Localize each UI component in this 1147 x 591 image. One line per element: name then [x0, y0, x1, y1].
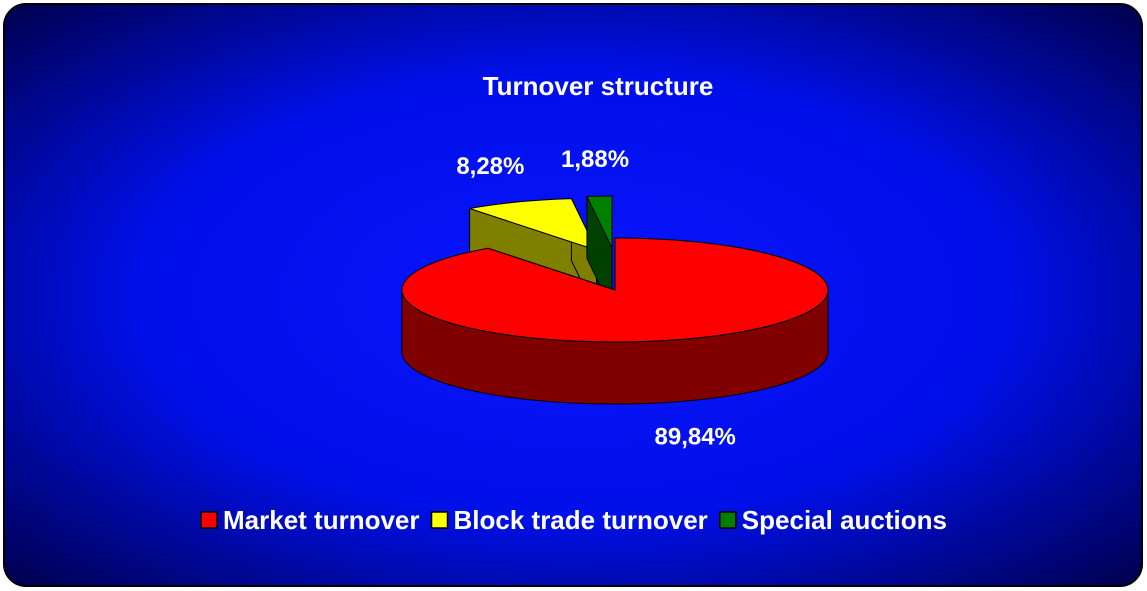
data-label: 89,84%: [655, 424, 736, 451]
data-label: 8,28%: [456, 153, 524, 180]
legend-swatch: [200, 511, 218, 529]
chart-title: Turnover structure: [483, 71, 714, 101]
pie-slice: [401, 237, 829, 405]
data-label: 1,88%: [561, 146, 629, 173]
slice-top: [586, 195, 613, 249]
slice-top: [469, 198, 598, 252]
legend-swatch: [430, 511, 449, 529]
legend-swatch: [719, 511, 737, 529]
legend-item: Special auctions: [719, 505, 947, 535]
legend-label: Market turnover: [223, 505, 420, 535]
legend-label: Special auctions: [742, 505, 947, 535]
legend-label: Block trade turnover: [454, 505, 708, 535]
legend-item: Block trade turnover: [430, 505, 708, 535]
legend-item: Market turnover: [200, 505, 420, 535]
slice-top: [401, 237, 829, 343]
